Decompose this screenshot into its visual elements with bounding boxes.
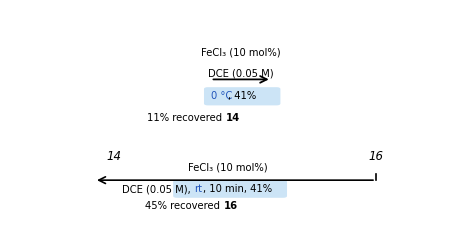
Text: 14: 14 — [226, 113, 240, 123]
Text: DCE (0.05 M),: DCE (0.05 M), — [122, 184, 194, 194]
Text: , 10 min, 41%: , 10 min, 41% — [203, 184, 273, 194]
Text: rt: rt — [194, 184, 202, 194]
Text: DCE (0.05 M): DCE (0.05 M) — [208, 68, 274, 79]
Text: , 41%: , 41% — [228, 91, 256, 101]
Text: FeCl₃ (10 mol%): FeCl₃ (10 mol%) — [201, 47, 281, 57]
FancyBboxPatch shape — [173, 180, 287, 198]
Text: FeCl₃ (10 mol%): FeCl₃ (10 mol%) — [189, 162, 268, 172]
Text: 45% recovered: 45% recovered — [146, 201, 223, 211]
Text: 11% recovered: 11% recovered — [147, 113, 225, 123]
FancyBboxPatch shape — [204, 87, 281, 105]
Text: 16: 16 — [224, 201, 238, 211]
Text: 0 °C: 0 °C — [210, 91, 232, 101]
Text: 16: 16 — [369, 149, 384, 162]
Text: 14: 14 — [106, 149, 121, 162]
